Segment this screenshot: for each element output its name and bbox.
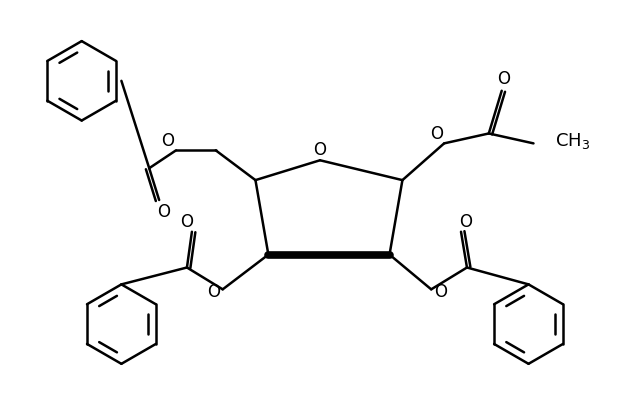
Text: O: O <box>460 213 472 231</box>
Text: O: O <box>157 203 171 221</box>
Text: O: O <box>497 70 510 88</box>
Text: O: O <box>180 213 193 231</box>
Text: O: O <box>429 126 443 143</box>
Text: O: O <box>434 283 447 301</box>
Text: O: O <box>161 132 175 150</box>
Text: O: O <box>207 283 220 301</box>
Text: CH$_3$: CH$_3$ <box>556 132 591 151</box>
Text: O: O <box>314 141 326 159</box>
